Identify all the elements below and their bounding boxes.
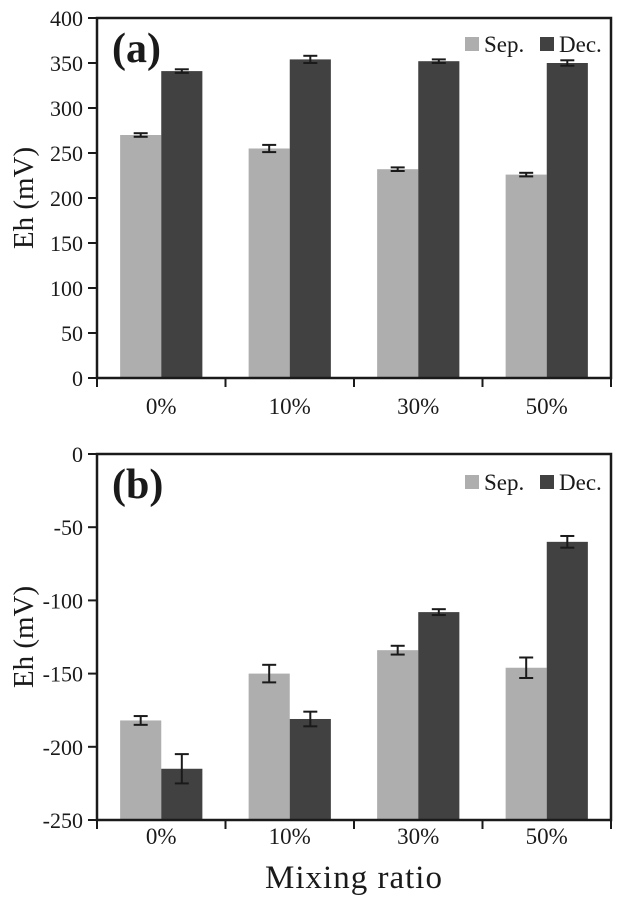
error-bar <box>262 143 277 154</box>
plot-border <box>95 452 613 822</box>
x-axis-title: Mixing ratio <box>265 860 443 896</box>
error-bar <box>303 710 318 728</box>
y-tick-label: -250 <box>43 808 83 833</box>
bar-sep-30% <box>377 650 419 820</box>
error-bar <box>133 132 148 138</box>
y-tick-label: 400 <box>50 6 83 31</box>
error-bar <box>303 54 318 64</box>
bar-sep-0% <box>120 135 162 378</box>
y-tick-label: 200 <box>50 186 83 211</box>
error-bars <box>133 54 575 178</box>
x-category-label: 10% <box>269 824 311 849</box>
x-category-label: 10% <box>269 394 311 419</box>
bar-dec-0% <box>161 71 203 378</box>
error-bar <box>174 753 189 785</box>
y-tick-label: 250 <box>50 141 83 166</box>
legend-swatch-sep <box>465 37 479 51</box>
error-bar <box>431 58 446 64</box>
legend: Sep. Dec. <box>465 470 602 495</box>
error-bar <box>431 608 446 617</box>
bar-dec-50% <box>546 541 588 820</box>
bars <box>120 59 588 379</box>
panel-a-chart: 0 50 100 150 200 250 300 350 400 0% 10% 30% 50% Sep. D… <box>8 6 613 419</box>
panel-label: (b) <box>112 462 163 508</box>
legend-swatch-dec <box>540 475 554 489</box>
legend-label-sep: Sep. <box>484 470 524 495</box>
bar-dec-50% <box>546 63 588 378</box>
plot-border <box>95 16 613 380</box>
bar-sep-10% <box>248 673 290 820</box>
error-bar <box>390 644 405 656</box>
y-tick-label: 150 <box>50 231 83 256</box>
y-tick-label: -200 <box>43 735 83 760</box>
bar-sep-50% <box>505 667 547 820</box>
error-bar <box>519 656 534 679</box>
bar-sep-30% <box>377 169 419 378</box>
y-tick-label: 350 <box>50 51 83 76</box>
bar-sep-10% <box>248 148 290 378</box>
error-bar <box>262 663 277 684</box>
y-tick-label: 50 <box>61 321 83 346</box>
y-tick-label: 0 <box>72 442 83 467</box>
y-tick-label: 100 <box>50 276 83 301</box>
error-bar <box>560 534 575 549</box>
bars <box>120 541 588 820</box>
x-category-label: 0% <box>146 824 177 849</box>
y-axis: -250 -200 -150 -100 -50 0 <box>43 442 97 833</box>
bar-dec-10% <box>289 718 331 820</box>
y-tick-label: 300 <box>50 96 83 121</box>
bar-dec-10% <box>289 59 331 379</box>
y-tick-label: -150 <box>43 662 83 687</box>
panel-b-chart: -250 -200 -150 -100 -50 0 0% 10% 30% 50% Sep. Dec. (… <box>8 442 613 849</box>
x-category-label: 30% <box>397 824 439 849</box>
error-bar <box>519 171 534 178</box>
error-bar <box>560 59 575 67</box>
y-tick-label: 0 <box>72 366 83 391</box>
legend-swatch-sep <box>465 475 479 489</box>
x-axis: 0% 10% 30% 50% <box>96 378 612 419</box>
bar-sep-50% <box>505 174 547 378</box>
y-axis: 0 50 100 150 200 250 300 350 400 <box>50 6 97 391</box>
bar-sep-0% <box>120 720 162 820</box>
y-axis-title: Eh (mV) <box>8 147 40 249</box>
legend-swatch-dec <box>540 37 554 51</box>
x-category-label: 30% <box>397 394 439 419</box>
panel-label: (a) <box>112 26 161 72</box>
error-bar <box>174 68 189 74</box>
error-bars <box>133 534 575 785</box>
bar-dec-30% <box>418 61 460 378</box>
legend-label-dec: Dec. <box>559 32 602 57</box>
bar-dec-30% <box>418 612 460 820</box>
legend: Sep. Dec. <box>465 32 602 57</box>
error-bar <box>390 166 405 172</box>
y-tick-label: -100 <box>43 588 83 613</box>
legend-label-dec: Dec. <box>559 470 602 495</box>
error-bar <box>133 715 148 726</box>
y-tick-label: -50 <box>54 515 83 540</box>
y-axis-title: Eh (mV) <box>8 586 40 688</box>
x-category-label: 50% <box>526 394 568 419</box>
legend-label-sep: Sep. <box>484 32 524 57</box>
x-axis: 0% 10% 30% 50% <box>96 820 612 849</box>
x-category-label: 0% <box>146 394 177 419</box>
x-category-label: 50% <box>526 824 568 849</box>
